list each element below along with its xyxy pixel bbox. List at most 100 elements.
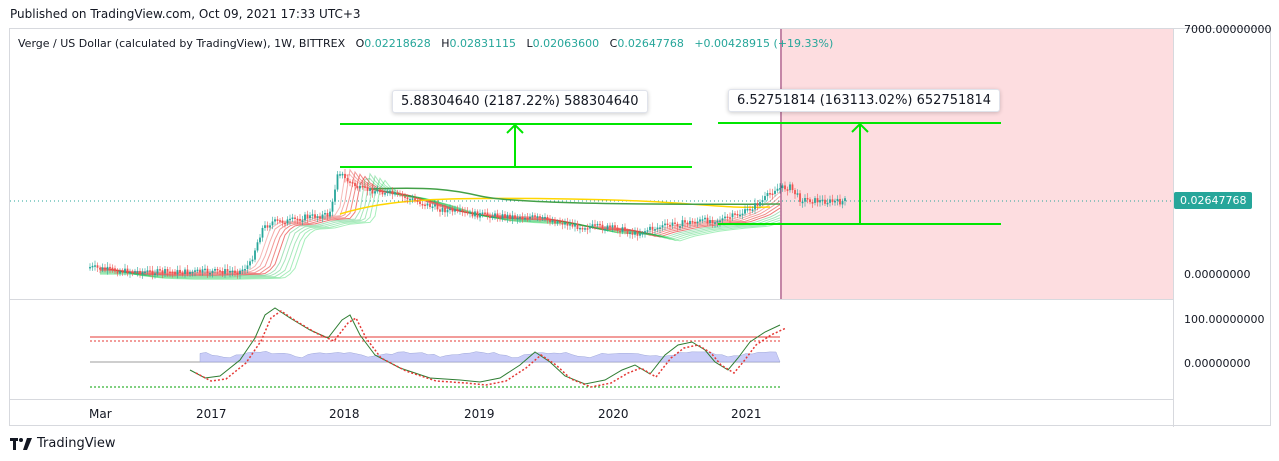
candle-body bbox=[411, 198, 414, 200]
oscillator-pane[interactable] bbox=[10, 299, 1173, 399]
footer-brand-text: TradingView bbox=[37, 436, 116, 451]
candle-body bbox=[391, 190, 394, 195]
candle-body bbox=[581, 227, 584, 230]
time-tick-2: 2018 bbox=[329, 407, 360, 421]
candle-body bbox=[409, 198, 411, 201]
time-axis[interactable] bbox=[10, 399, 1173, 427]
candle-body bbox=[584, 228, 586, 230]
candle-body bbox=[474, 211, 476, 217]
candle-body bbox=[656, 227, 659, 230]
candle-body bbox=[301, 220, 304, 222]
candle-body bbox=[406, 197, 409, 200]
candle-body bbox=[534, 215, 536, 217]
candle-body bbox=[774, 190, 776, 194]
candle-body bbox=[514, 215, 516, 219]
candle-body bbox=[821, 199, 824, 202]
candle-body bbox=[641, 233, 644, 235]
candle-body bbox=[649, 226, 651, 231]
candle-body bbox=[296, 218, 299, 221]
candle-body bbox=[561, 223, 564, 225]
candle-body bbox=[714, 222, 716, 224]
candle-body bbox=[836, 198, 839, 201]
candle-body bbox=[164, 269, 166, 274]
candle-body bbox=[214, 268, 216, 271]
candle-body bbox=[284, 222, 286, 225]
candle-body bbox=[436, 204, 439, 210]
candle-body bbox=[591, 224, 594, 227]
time-tick-3: 2019 bbox=[464, 407, 495, 421]
measure-label-1[interactable]: 5.88304640 (2187.22%) 588304640 bbox=[392, 90, 648, 113]
candle-body bbox=[814, 198, 816, 203]
candle-body bbox=[239, 270, 241, 274]
candle-body bbox=[226, 269, 229, 272]
main-chart-svg bbox=[10, 29, 1173, 299]
chart-frame[interactable]: Verge / US Dollar (calculated by Trading… bbox=[9, 23, 1272, 427]
candle-body bbox=[271, 221, 274, 226]
candle-body bbox=[114, 268, 116, 272]
candle-body bbox=[701, 219, 704, 221]
ribbon-line bbox=[100, 172, 781, 278]
forecast-zone bbox=[782, 29, 1173, 299]
candle-body bbox=[199, 269, 201, 273]
candle-body bbox=[664, 223, 666, 226]
candle-body bbox=[396, 192, 399, 194]
legend-high-label: H bbox=[441, 37, 450, 50]
candle-body bbox=[614, 225, 616, 228]
candle-body bbox=[119, 271, 121, 274]
candle-body bbox=[341, 173, 344, 176]
candle-body bbox=[716, 220, 719, 223]
candle-body bbox=[289, 218, 291, 221]
candle-body bbox=[771, 193, 774, 195]
candle-body bbox=[399, 193, 401, 195]
candle-body bbox=[204, 268, 206, 271]
candle-body bbox=[721, 218, 724, 221]
candle-body bbox=[224, 269, 226, 274]
candle-body bbox=[766, 193, 769, 197]
candle-body bbox=[816, 198, 819, 203]
ribbon-line bbox=[100, 177, 781, 279]
oscillator-slow-line bbox=[195, 310, 787, 388]
candle-body bbox=[311, 214, 314, 216]
candle-body bbox=[734, 213, 736, 215]
measure-label-2[interactable]: 6.52751814 (163113.02%) 652751814 bbox=[728, 89, 1001, 112]
candle-body bbox=[421, 204, 424, 206]
candle-body bbox=[316, 216, 319, 218]
candle-body bbox=[189, 271, 191, 274]
candle-body bbox=[541, 217, 544, 219]
candle-body bbox=[266, 225, 269, 228]
candle-body bbox=[171, 271, 174, 274]
candle-body bbox=[434, 204, 436, 207]
candle-body bbox=[456, 209, 459, 211]
footer-brand[interactable]: TradingView bbox=[10, 436, 116, 451]
candle-body bbox=[564, 222, 566, 225]
candle-body bbox=[786, 189, 789, 191]
candle-body bbox=[261, 227, 264, 238]
candle-body bbox=[466, 211, 469, 214]
candle-body bbox=[309, 215, 311, 219]
candle-body bbox=[484, 212, 486, 215]
ribbon-line bbox=[100, 179, 781, 280]
candle-body bbox=[96, 265, 99, 268]
price-candles bbox=[89, 168, 846, 280]
symbol-legend[interactable]: Verge / US Dollar (calculated by Trading… bbox=[18, 37, 833, 50]
candle-body bbox=[281, 220, 284, 223]
candle-body bbox=[746, 208, 749, 211]
candle-body bbox=[599, 223, 601, 226]
candle-body bbox=[619, 230, 621, 233]
candle-body bbox=[464, 211, 466, 213]
candle-body bbox=[606, 225, 609, 230]
candle-body bbox=[781, 185, 784, 189]
candle-body bbox=[179, 269, 181, 273]
candle-body bbox=[669, 224, 671, 227]
candle-body bbox=[689, 220, 691, 225]
candle-body bbox=[269, 225, 271, 228]
candle-body bbox=[116, 271, 119, 274]
candle-body bbox=[681, 220, 684, 227]
candle-body bbox=[776, 188, 779, 191]
candle-body bbox=[291, 217, 294, 220]
candle-body bbox=[431, 206, 434, 208]
main-price-pane[interactable]: Verge / US Dollar (calculated by Trading… bbox=[10, 29, 1173, 299]
price-axis[interactable]: 7000.00000000 0.00000000 100.00000000 0.… bbox=[1173, 23, 1272, 427]
candle-body bbox=[489, 215, 491, 219]
candle-body bbox=[249, 261, 251, 266]
